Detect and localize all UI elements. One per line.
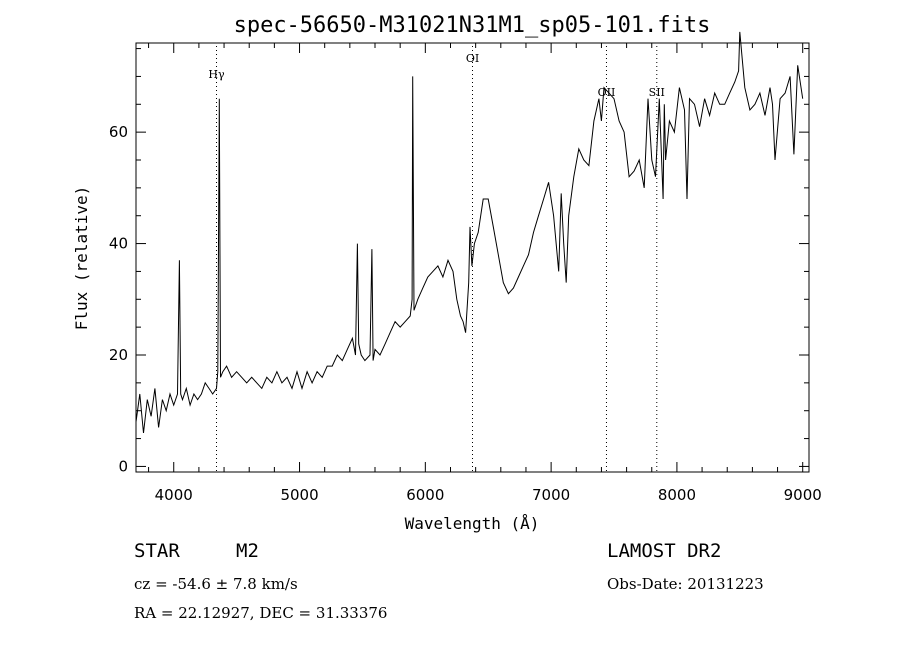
plot-frame bbox=[135, 42, 810, 473]
y-tick-label: 0 bbox=[118, 457, 128, 475]
x-tick-label: 4000 bbox=[155, 486, 193, 504]
x-tick-label: 6000 bbox=[406, 486, 444, 504]
line-marker-label: OI bbox=[466, 52, 479, 65]
x-tick-label: 9000 bbox=[784, 486, 822, 504]
y-tick-label: 20 bbox=[109, 346, 128, 364]
x-axis-label: Wavelength (Å) bbox=[405, 514, 540, 533]
subclass: M2 bbox=[236, 540, 259, 562]
obs-date: Obs-Date: 20131223 bbox=[607, 575, 764, 593]
survey-name: LAMOST DR2 bbox=[607, 540, 722, 562]
y-tick-label: 60 bbox=[109, 123, 128, 141]
y-tick-label: 40 bbox=[109, 235, 128, 253]
y-axis-label: Flux (relative) bbox=[72, 186, 91, 331]
object-type: STAR bbox=[134, 540, 180, 562]
line-marker-label: SII bbox=[649, 86, 665, 99]
chart-title: spec-56650-M31021N31M1_sp05-101.fits bbox=[234, 13, 711, 38]
coordinates-line: RA = 22.12927, DEC = 31.33376 bbox=[134, 604, 388, 622]
x-tick-label: 7000 bbox=[532, 486, 570, 504]
spectrum-series-line bbox=[135, 31, 804, 434]
x-tick-label: 8000 bbox=[658, 486, 696, 504]
line-marker-label: Hγ bbox=[208, 68, 225, 81]
velocity-line: cz = -54.6 ± 7.8 km/s bbox=[134, 575, 298, 593]
x-tick-label: 5000 bbox=[280, 486, 318, 504]
